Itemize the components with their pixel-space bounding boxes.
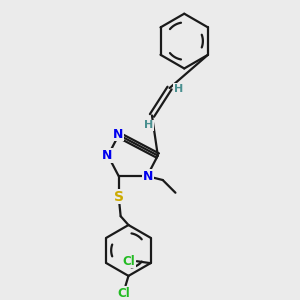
Text: S: S: [114, 190, 124, 204]
Text: N: N: [102, 149, 112, 162]
Text: Cl: Cl: [117, 287, 130, 300]
Text: N: N: [112, 128, 123, 140]
Text: H: H: [144, 120, 154, 130]
Text: H: H: [174, 84, 183, 94]
Text: Cl: Cl: [123, 255, 135, 268]
Text: N: N: [143, 169, 153, 183]
